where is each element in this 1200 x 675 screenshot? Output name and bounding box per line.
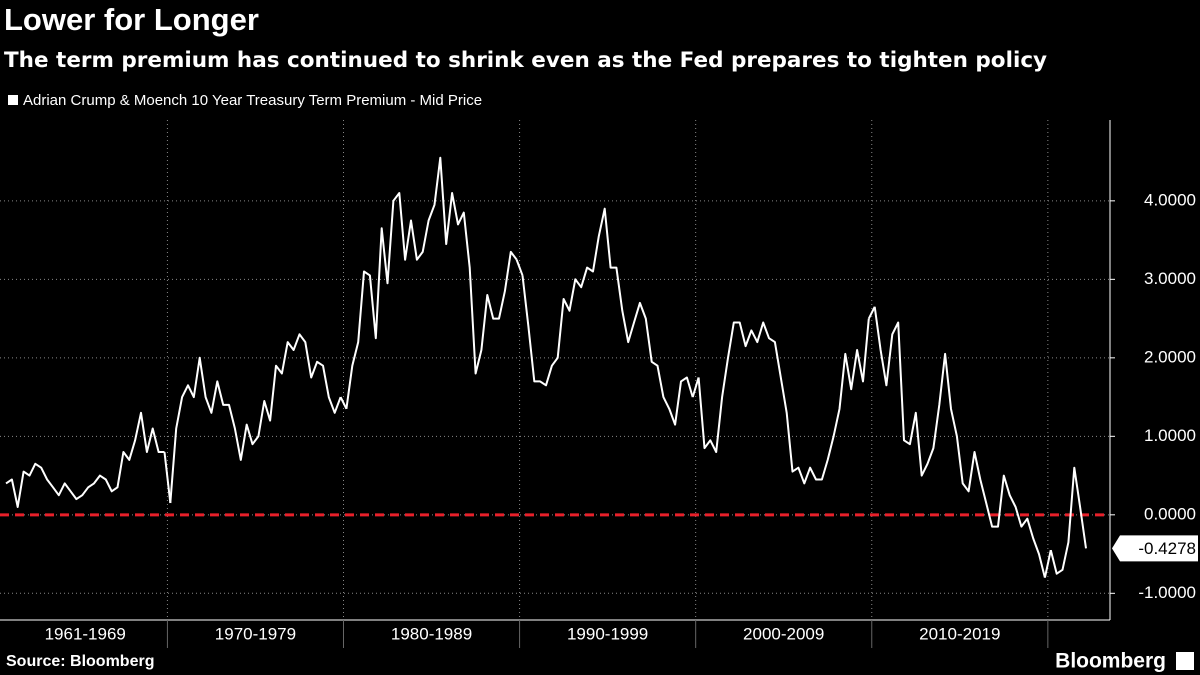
y-tick-label: -1.0000 <box>1138 583 1196 602</box>
legend-swatch <box>8 95 18 105</box>
data-line <box>345 156 518 410</box>
line-connector <box>163 451 172 504</box>
y-tick-label: 2.0000 <box>1144 347 1196 366</box>
chart-title: Lower for Longer <box>4 2 259 37</box>
data-line <box>697 318 870 485</box>
x-tick-label: 1980-1989 <box>391 624 472 643</box>
y-tick-label: 0.0000 <box>1144 504 1196 523</box>
last-value-label: -0.4278 <box>1138 539 1196 558</box>
legend-label: Adrian Crump & Moench 10 Year Treasury T… <box>23 92 482 109</box>
x-tick-label: 1990-1999 <box>567 624 648 643</box>
line-connector <box>339 396 348 410</box>
y-tick-label: 4.0000 <box>1144 190 1196 209</box>
data-line <box>169 333 342 504</box>
data-line <box>873 306 1046 578</box>
x-tick-label: 1970-1979 <box>215 624 296 643</box>
data-line <box>521 207 694 426</box>
x-tick-label: 2000-2009 <box>743 624 824 643</box>
line-connector <box>1043 549 1052 578</box>
logo-icon <box>1176 652 1194 670</box>
line-connector <box>515 259 524 276</box>
y-tick-label: 3.0000 <box>1144 269 1196 288</box>
x-tick-label: 1961-1969 <box>45 624 126 643</box>
last-value-box <box>1112 535 1198 562</box>
data-line <box>1049 466 1087 575</box>
data-line <box>5 411 165 508</box>
source: Source: Bloomberg <box>6 653 154 670</box>
y-tick-label: 1.0000 <box>1144 426 1196 445</box>
x-tick-label: 2010-2019 <box>919 624 1000 643</box>
chart-subtitle: The term premium has continued to shrink… <box>4 48 1047 73</box>
logo: Bloomberg <box>1055 650 1166 673</box>
line-connector <box>691 377 700 398</box>
line-connector <box>867 306 876 320</box>
